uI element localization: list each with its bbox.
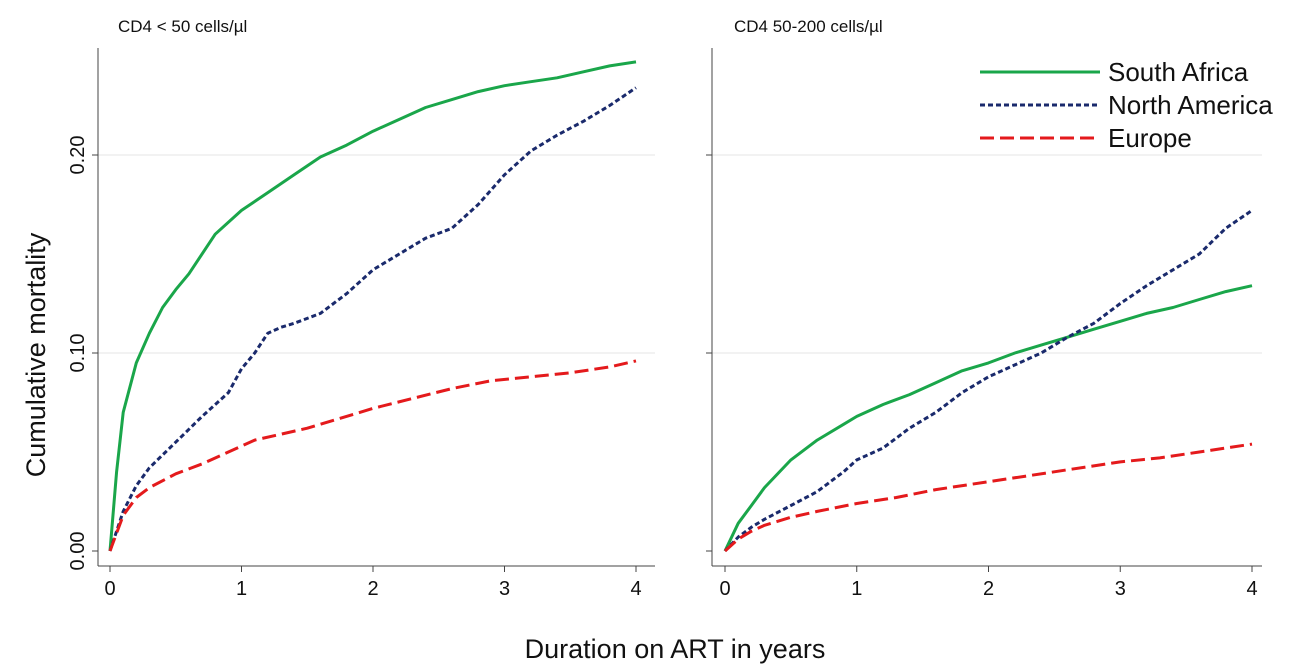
grid-right <box>712 154 1262 354</box>
y-tick-label: 0.20 <box>67 136 89 175</box>
legend-label: North America <box>1108 90 1273 120</box>
legend-label: Europe <box>1108 123 1192 153</box>
x-tick-label: 4 <box>1246 578 1257 600</box>
series-line-europe <box>723 442 1253 553</box>
series-line-south-africa <box>723 284 1253 552</box>
x-tick-label: 2 <box>983 578 994 600</box>
x-axis-title: Duration on ART in years <box>525 634 826 664</box>
series-line-north-america <box>108 86 637 552</box>
y-axis-title: Cumulative mortality <box>21 232 51 477</box>
x-tick-label: 1 <box>851 578 862 600</box>
series-line-europe <box>108 359 637 552</box>
y-tick-label: 0.00 <box>67 532 89 571</box>
series-line-south-africa <box>108 60 637 552</box>
series-line-north-america <box>723 209 1253 553</box>
x-tick-label: 0 <box>719 578 730 600</box>
panel-cd4-below-50: CD4 < 50 cells/µl 0.00 0.10 0.20 0 1 2 3 4 <box>67 17 655 600</box>
panel-title-right: CD4 50-200 cells/µl <box>734 17 883 36</box>
x-tick-label: 3 <box>1115 578 1126 600</box>
panel-title-left: CD4 < 50 cells/µl <box>118 17 247 36</box>
series-left <box>108 60 637 552</box>
axes-left: 0.00 0.10 0.20 0 1 2 3 4 <box>67 48 655 600</box>
y-tick-label: 0.10 <box>67 334 89 373</box>
legend-label: South Africa <box>1108 57 1249 87</box>
x-tick-label: 1 <box>236 578 247 600</box>
x-tick-label: 2 <box>367 578 378 600</box>
axes-right: 0 1 2 3 4 <box>706 48 1262 600</box>
x-tick-label: 3 <box>499 578 510 600</box>
panel-cd4-50-200: CD4 50-200 cells/µl 0 1 2 3 4 <box>706 17 1262 600</box>
x-tick-label: 0 <box>104 578 115 600</box>
x-tick-label: 4 <box>630 578 641 600</box>
grid-left <box>98 154 655 354</box>
series-right <box>723 209 1253 553</box>
